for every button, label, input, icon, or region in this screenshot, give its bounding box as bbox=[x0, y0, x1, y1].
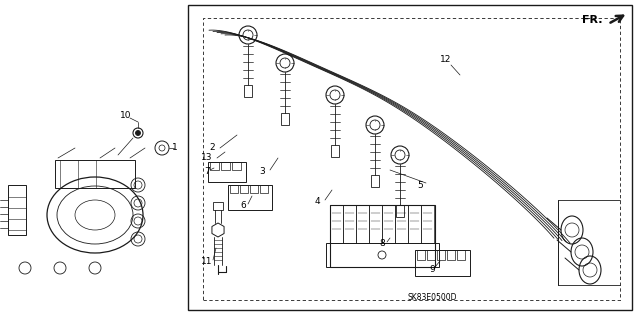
Text: 4: 4 bbox=[314, 197, 320, 206]
Bar bbox=[203, 18, 620, 300]
Text: FR.: FR. bbox=[582, 15, 602, 25]
Text: 10: 10 bbox=[120, 112, 132, 121]
Text: 6: 6 bbox=[240, 201, 246, 210]
Bar bbox=[457, 250, 465, 260]
Bar bbox=[230, 185, 238, 193]
Bar bbox=[415, 250, 470, 276]
Bar bbox=[396, 205, 404, 217]
Bar bbox=[427, 250, 435, 260]
Bar bbox=[421, 205, 434, 243]
Bar bbox=[356, 205, 369, 243]
Text: 3: 3 bbox=[259, 167, 265, 176]
Polygon shape bbox=[8, 145, 148, 260]
Bar bbox=[213, 202, 223, 210]
Text: 9: 9 bbox=[429, 265, 435, 275]
Bar bbox=[55, 160, 135, 188]
Bar bbox=[260, 185, 268, 193]
Bar bbox=[210, 162, 219, 170]
Bar bbox=[330, 205, 343, 243]
Bar bbox=[371, 175, 379, 187]
Text: 13: 13 bbox=[201, 153, 212, 162]
Text: 7: 7 bbox=[204, 167, 210, 176]
Circle shape bbox=[136, 130, 141, 136]
Bar bbox=[8, 185, 26, 235]
Bar bbox=[382, 205, 395, 243]
Bar bbox=[326, 243, 439, 267]
Bar bbox=[369, 205, 382, 243]
Bar bbox=[408, 205, 421, 243]
Bar bbox=[343, 205, 356, 243]
Bar bbox=[417, 250, 425, 260]
Text: SK83E0500D: SK83E0500D bbox=[408, 293, 458, 301]
Bar bbox=[395, 205, 408, 243]
Bar bbox=[221, 162, 230, 170]
Text: 1: 1 bbox=[172, 144, 178, 152]
Bar bbox=[208, 162, 246, 182]
Bar bbox=[244, 85, 252, 97]
Text: 2: 2 bbox=[209, 144, 215, 152]
Bar bbox=[281, 113, 289, 125]
Bar bbox=[240, 185, 248, 193]
Bar bbox=[232, 162, 241, 170]
Text: 5: 5 bbox=[417, 181, 423, 189]
Bar bbox=[228, 185, 272, 210]
Bar bbox=[447, 250, 455, 260]
Text: 12: 12 bbox=[440, 56, 452, 64]
Bar bbox=[331, 145, 339, 157]
Bar bbox=[188, 5, 632, 310]
Text: 8: 8 bbox=[379, 239, 385, 248]
Bar bbox=[330, 205, 435, 267]
Bar bbox=[250, 185, 258, 193]
Bar bbox=[437, 250, 445, 260]
Text: 11: 11 bbox=[201, 257, 212, 266]
